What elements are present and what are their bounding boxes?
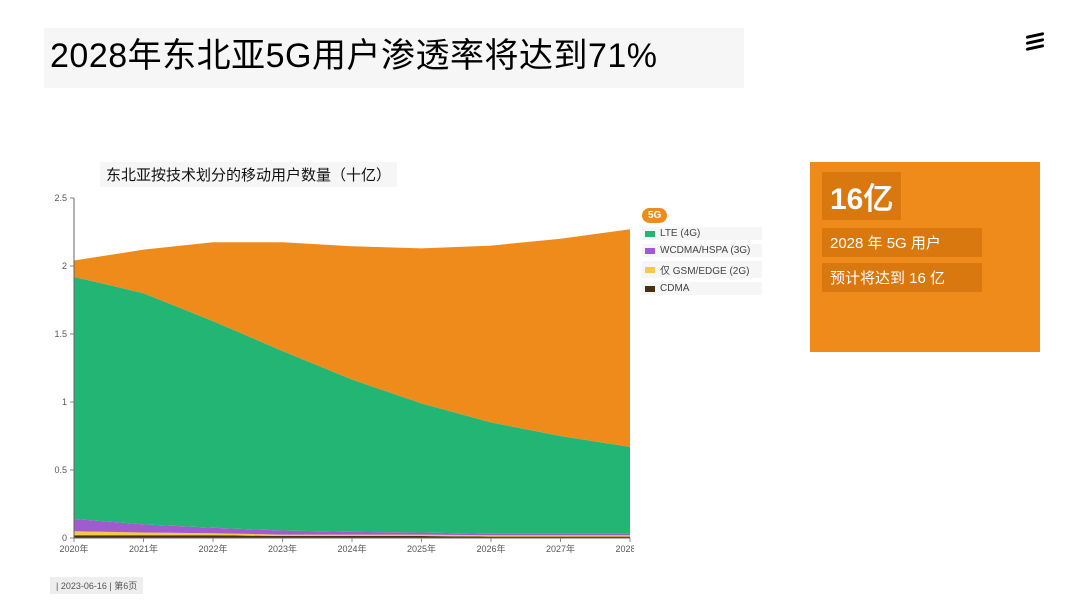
svg-text:2025年: 2025年 (407, 543, 436, 554)
chart-title: 东北亚按技术划分的移动用户数量（十亿） (100, 162, 397, 187)
ericsson-logo-icon (1026, 34, 1052, 60)
svg-text:2023年: 2023年 (268, 543, 297, 554)
svg-text:2021年: 2021年 (129, 543, 158, 554)
page-title: 2028年东北亚5G用户渗透率将达到71% (50, 34, 734, 78)
area-chart: 0 0.5 1 1.5 2 2.5 2020年 2021年 2022年 2023年 2024年 202… (44, 190, 766, 562)
svg-text:2028年: 2028年 (615, 543, 634, 554)
legend-item: LTE (4G) (642, 227, 762, 240)
svg-text:2024年: 2024年 (337, 543, 366, 554)
svg-text:2020年: 2020年 (59, 543, 88, 554)
legend-item: CDMA (642, 282, 762, 295)
svg-text:2: 2 (62, 261, 67, 271)
svg-text:2027年: 2027年 (546, 543, 575, 554)
callout-big: 16亿 (822, 172, 901, 220)
legend-item: WCDMA/HSPA (3G) (642, 244, 762, 257)
chart-legend: 5G LTE (4G) WCDMA/HSPA (3G) 仅 GSM/EDGE (2G)… (642, 208, 762, 299)
chart-canvas: 0 0.5 1 1.5 2 2.5 2020年 2021年 2022年 2023年 2024年 202… (44, 190, 634, 562)
svg-text:0.5: 0.5 (54, 465, 67, 475)
svg-text:1.5: 1.5 (54, 329, 67, 339)
title-block: 2028年东北亚5G用户渗透率将达到71% (44, 28, 744, 88)
svg-text:2026年: 2026年 (476, 543, 505, 554)
callout-box: 16亿 2028 年 5G 用户 预计将达到 16 亿 (810, 162, 1040, 352)
svg-text:2022年: 2022年 (198, 543, 227, 554)
callout-line1: 2028 年 5G 用户 (822, 228, 982, 257)
footer-meta: | 2023-06-16 | 第6页 (50, 577, 143, 594)
slide: 2028年东北亚5G用户渗透率将达到71% 东北亚按技术划分的移动用户数量（十亿… (0, 0, 1080, 608)
svg-text:1: 1 (62, 397, 67, 407)
svg-text:0: 0 (62, 533, 67, 543)
callout-line2: 预计将达到 16 亿 (822, 263, 982, 292)
svg-text:2.5: 2.5 (54, 193, 67, 203)
legend-item: 仅 GSM/EDGE (2G) (642, 261, 762, 278)
legend-item: 5G (642, 208, 667, 223)
